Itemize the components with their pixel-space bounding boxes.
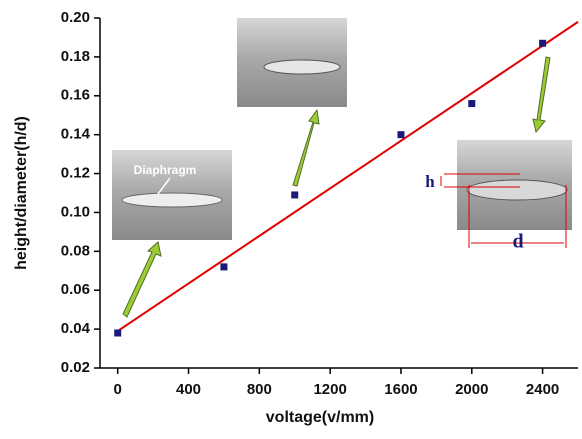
x-tick-label: 800 <box>247 381 272 398</box>
y-tick-label: 0.16 <box>61 87 90 104</box>
y-tick-label: 0.02 <box>61 359 90 376</box>
annotation: d <box>512 231 523 253</box>
y-axis-label: height/diameter(h/d) <box>13 116 30 270</box>
data-point <box>291 191 298 198</box>
y-tick-label: 0.10 <box>61 203 90 220</box>
y-tick-label: 0.04 <box>61 320 91 337</box>
data-point <box>539 40 546 47</box>
x-tick-label: 2000 <box>455 381 488 398</box>
x-axis-label: voltage(v/mm) <box>266 409 374 426</box>
y-tick-label: 0.14 <box>61 126 91 143</box>
data-point <box>397 131 404 138</box>
y-tick-label: 0.20 <box>61 9 90 26</box>
y-tick-label: 0.08 <box>61 242 90 259</box>
data-point <box>468 100 475 107</box>
chart: voltage(v/mm) height/diameter(h/d) Diaph… <box>0 0 582 439</box>
x-tick-label: 2400 <box>526 381 559 398</box>
x-tick-label: 0 <box>114 381 122 398</box>
inset-photo <box>237 18 347 107</box>
x-tick-label: 1600 <box>384 381 417 398</box>
annotation: h <box>425 172 435 191</box>
x-tick-label: 1200 <box>313 381 346 398</box>
data-point <box>220 263 227 270</box>
y-tick-label: 0.18 <box>61 48 90 65</box>
annotation: Diaphragm <box>134 163 197 177</box>
y-tick-label: 0.06 <box>61 281 90 298</box>
data-point <box>114 330 121 337</box>
y-tick-label: 0.12 <box>61 165 90 182</box>
inset-photo: Diaphragm <box>112 150 232 240</box>
x-tick-label: 400 <box>176 381 201 398</box>
inset-photo <box>441 140 572 248</box>
